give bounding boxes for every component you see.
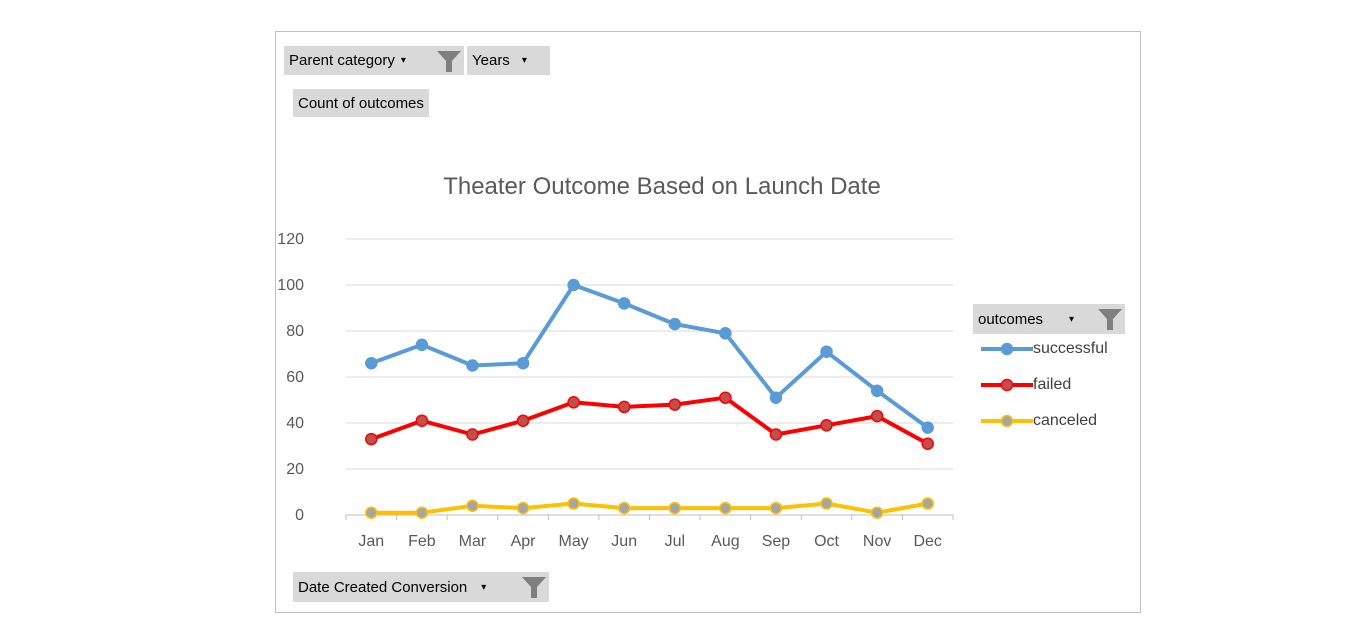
data-point-canceled <box>617 501 631 515</box>
data-point-failed <box>516 414 530 427</box>
chart-area: Theater Outcome Based on Launch Date 0 20… <box>277 173 954 550</box>
gridlines <box>346 238 953 470</box>
data-point-canceled <box>769 501 783 515</box>
count-of-outcomes-label[interactable]: Count of outcomes <box>293 89 429 117</box>
data-point-canceled <box>668 501 682 515</box>
data-point-successful <box>921 421 934 434</box>
data-point-failed <box>668 398 682 411</box>
chevron-down-icon: ▾ <box>521 55 527 66</box>
outcomes-legend-filter-button[interactable]: outcomes ▾ <box>973 304 1125 334</box>
data-point-canceled <box>567 497 580 510</box>
chevron-down-icon: ▾ <box>1069 313 1075 325</box>
pivot-chart-frame: Theater Outcome Based on Launch Date 0 20… <box>275 31 1141 613</box>
years-filter-button[interactable]: Years ▾ <box>467 46 550 75</box>
x-tick-label: Sep <box>762 533 791 550</box>
y-tick-label: 0 <box>295 507 304 524</box>
y-tick-label: 80 <box>286 323 304 340</box>
data-point-failed <box>719 391 732 404</box>
x-tick-label: Dec <box>913 533 941 550</box>
filter-funnel-icon <box>434 46 464 75</box>
legend-marker <box>981 414 1033 428</box>
data-point-successful <box>668 317 682 331</box>
x-axis: Jan Feb Mar Apr May Jun Jul Aug Sep Oct Nov Dec <box>345 514 954 550</box>
legend-label: canceled <box>1033 412 1098 429</box>
x-tick-label: Feb <box>408 533 436 550</box>
filter-funnel-icon <box>519 572 549 602</box>
date-created-conversion-filter-button[interactable]: Date Created Conversion ▾ <box>293 572 549 602</box>
data-point-successful <box>617 297 631 310</box>
data-point-canceled <box>466 499 479 513</box>
parent-category-label: Parent category <box>289 52 395 69</box>
data-point-successful <box>466 359 479 372</box>
parent-category-filter-button[interactable]: Parent category ▾ <box>284 46 464 75</box>
data-point-successful <box>870 384 884 398</box>
chevron-down-icon: ▾ <box>400 55 406 66</box>
x-tick-label: Apr <box>511 533 537 550</box>
data-point-failed <box>415 414 429 427</box>
x-tick-label: Nov <box>863 533 891 550</box>
data-point-successful <box>820 345 833 358</box>
data-point-successful <box>415 338 429 352</box>
legend-item-failed[interactable]: failed <box>981 376 1071 394</box>
legend-marker <box>981 378 1033 392</box>
chart-title: Theater Outcome Based on Launch Date <box>443 173 881 200</box>
data-point-canceled <box>921 497 934 510</box>
y-tick-label: 100 <box>277 277 304 294</box>
series-line-canceled <box>369 501 930 515</box>
y-tick-label: 20 <box>286 461 304 478</box>
legend-item-canceled[interactable]: canceled <box>981 412 1097 430</box>
x-tick-label: May <box>559 533 589 550</box>
x-tick-label: Oct <box>814 533 839 550</box>
x-tick-label: Mar <box>459 533 487 550</box>
legend-label: successful <box>1033 340 1108 357</box>
series-line-failed <box>369 395 930 446</box>
data-point-canceled <box>870 506 884 519</box>
x-tick-label: Jun <box>611 533 637 550</box>
y-tick-label: 40 <box>286 415 304 432</box>
data-point-canceled <box>719 501 732 515</box>
data-point-failed <box>870 409 884 423</box>
data-point-successful <box>516 356 530 370</box>
data-point-failed <box>365 432 378 446</box>
outcomes-label: outcomes <box>978 310 1044 328</box>
data-point-canceled <box>516 501 530 515</box>
x-tick-label: Aug <box>711 533 739 550</box>
data-point-failed <box>820 419 833 432</box>
data-point-successful <box>365 356 378 370</box>
data-point-failed <box>466 428 479 441</box>
data-point-failed <box>617 400 631 414</box>
data-point-canceled <box>365 506 378 519</box>
x-tick-label: Jan <box>358 533 384 550</box>
data-point-successful <box>769 391 783 404</box>
data-point-failed <box>921 437 934 450</box>
x-tick-label: Jul <box>665 533 685 550</box>
y-axis-ticks: 0 20 40 60 80 100 120 <box>277 231 304 524</box>
y-tick-label: 120 <box>277 231 304 248</box>
data-point-failed <box>769 428 783 441</box>
data-point-successful <box>719 327 732 340</box>
series-lines <box>365 278 934 519</box>
legend-item-successful[interactable]: successful <box>981 340 1108 358</box>
data-point-successful <box>567 278 580 292</box>
data-point-failed <box>567 396 580 409</box>
y-tick-label: 60 <box>286 369 304 386</box>
series-line-successful <box>369 283 930 430</box>
data-point-canceled <box>820 497 833 510</box>
data-point-canceled <box>415 506 429 519</box>
legend-label: failed <box>1033 376 1072 393</box>
filter-funnel-icon <box>1095 304 1125 334</box>
legend-marker <box>981 342 1033 356</box>
chevron-down-icon: ▾ <box>481 581 487 593</box>
years-label: Years <box>472 52 510 69</box>
date-created-conversion-label: Date Created Conversion <box>298 578 468 596</box>
